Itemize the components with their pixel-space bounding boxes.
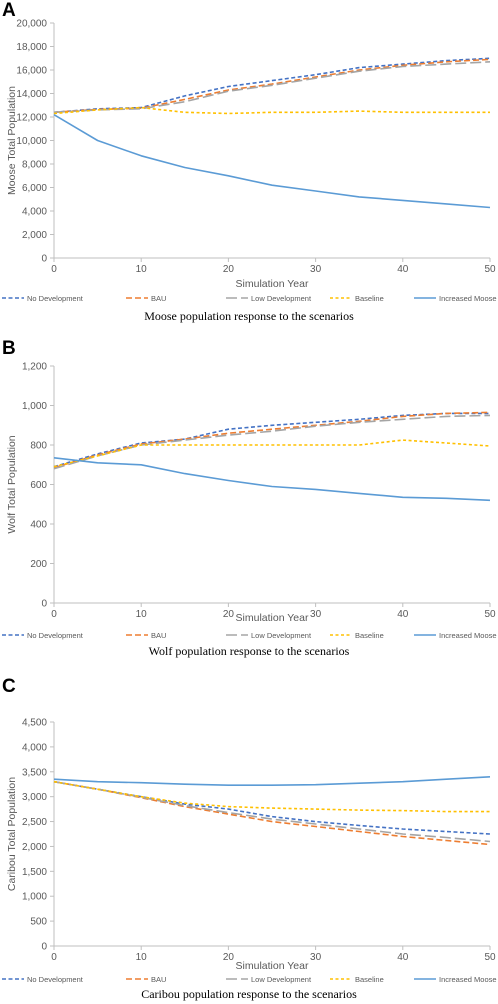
series-line-baseline (53, 780, 490, 813)
legend-label-bau: BAU (151, 294, 166, 303)
panel-letter: A (2, 0, 16, 21)
moose-panel: A 0 2,000 4,000 6,000 8,000 10,000 12,000 14,00… (0, 0, 498, 336)
x-tick-label: 10 (136, 264, 148, 275)
legend-label-increased-moose-harvest: Increased Moose Harvest (439, 631, 498, 640)
x-tick-label: 0 (51, 264, 57, 275)
x-axis-title: Simulation Year (236, 960, 309, 972)
x-tick-label: 10 (136, 609, 148, 620)
x-tick-label: 0 (51, 952, 57, 963)
x-tick-label: 20 (223, 609, 235, 620)
y-axis-title: Moose Total Population (6, 86, 18, 195)
y-tick-label: 14,000 (16, 89, 47, 100)
x-tick-label: 0 (51, 609, 57, 620)
y-tick-label: 1,200 (22, 362, 47, 373)
y-tick-label: 20,000 (16, 19, 47, 30)
y-tick-label: 18,000 (16, 42, 47, 53)
chart-caption: Wolf population response to the scenario… (148, 644, 350, 658)
y-tick-label: 2,000 (22, 230, 47, 241)
series-line-low-development (53, 61, 491, 114)
x-tick-label: 30 (310, 609, 322, 620)
y-tick-label: 2,500 (22, 817, 47, 828)
y-tick-label: 500 (30, 917, 47, 928)
y-tick-label: 1,000 (22, 401, 47, 412)
y-tick-label: 600 (30, 480, 47, 491)
y-tick-label: 1,000 (22, 892, 47, 903)
series-line-increased-moose-harvest (53, 457, 491, 502)
series-line-low-development (53, 414, 491, 470)
series-line-increased-moose-harvest (53, 114, 491, 209)
x-tick-label: 10 (136, 952, 148, 963)
panel-letter: B (2, 338, 16, 359)
legend-label-baseline: Baseline (355, 631, 384, 640)
wolf-chart: 0 200 400 600 800 1,000 1,200 0 10 20 30 40 50 Simula… (2, 362, 498, 640)
y-tick-label: 4,000 (22, 207, 47, 218)
x-tick-label: 50 (484, 264, 496, 275)
caribou-chart: 05001,0001,5002,0002,5003,0003,5004,0004… (2, 718, 498, 984)
caribou-panel: C 0 500 1,000 1,500 2,000 2,500 3,000 3,500 4,00… (0, 676, 498, 1004)
y-tick-label: 0 (41, 254, 47, 265)
legend-label-no-development: No Development (27, 631, 84, 640)
legend-label-low-development: Low Development (251, 294, 312, 303)
x-tick-label: 40 (397, 952, 409, 963)
legend-label-no-development: No Development (27, 294, 84, 303)
panel-letter: C (2, 676, 16, 697)
x-tick-label: 30 (310, 952, 322, 963)
x-tick-label: 30 (310, 264, 322, 275)
x-tick-label: 20 (223, 264, 235, 275)
y-tick-label: 2,000 (22, 842, 47, 853)
y-tick-label: 10,000 (16, 136, 47, 147)
y-tick-label: 200 (30, 559, 47, 570)
x-tick-label: 50 (484, 609, 496, 620)
y-axis-title: Wolf Total Population (6, 435, 18, 533)
x-tick-label: 40 (397, 264, 409, 275)
wolf-panel: B 0 200 400 600 800 1,000 1,200 0 10 20 30 40 50 Simu… (0, 338, 498, 674)
series-line-no-development (53, 780, 491, 835)
series-line-increased-moose-harvest (53, 776, 491, 786)
y-tick-label: 12,000 (16, 113, 47, 124)
series-line-bau (53, 780, 491, 846)
series-line-low-development (53, 780, 491, 843)
y-tick-label: 3,000 (22, 792, 47, 803)
legend-label-baseline: Baseline (355, 294, 384, 303)
x-tick-label: 40 (397, 609, 409, 620)
y-tick-label: 8,000 (22, 160, 47, 171)
y-tick-label: 800 (30, 441, 47, 452)
y-tick-label: 3,500 (22, 767, 47, 778)
x-tick-label: 20 (223, 952, 235, 963)
legend-label-low-development: Low Development (251, 631, 312, 640)
x-axis-title: Simulation Year (236, 278, 309, 290)
series-line-baseline (53, 439, 491, 468)
y-tick-label: 400 (30, 520, 47, 531)
chart-caption: Moose population response to the scenari… (144, 309, 354, 323)
legend-label-bau: BAU (151, 631, 166, 640)
series-line-bau (53, 411, 491, 469)
y-tick-label: 4,000 (22, 742, 47, 753)
legend-label-increased-moose-harvest: Increased Moose Harvest (439, 975, 498, 984)
y-tick-label: 16,000 (16, 66, 47, 77)
y-tick-label: 6,000 (22, 183, 47, 194)
series-line-baseline (53, 106, 490, 115)
legend-label-low-development: Low Development (251, 975, 312, 984)
y-tick-label: 0 (41, 942, 47, 953)
legend-label-baseline: Baseline (355, 975, 384, 984)
y-tick-label: 1,500 (22, 867, 47, 878)
legend-label-increased-moose-harvest: Increased Moose Harvest (439, 294, 498, 303)
y-tick-label: 0 (41, 599, 47, 610)
legend-label-bau: BAU (151, 975, 166, 984)
series-line-no-development (53, 412, 490, 468)
y-axis-title: Caribou Total Population (6, 777, 18, 891)
x-tick-label: 50 (484, 952, 496, 963)
chart-caption: Caribou population response to the scena… (141, 987, 357, 1001)
moose-chart: 0 2,000 4,000 6,000 8,000 10,000 12,000 14,000 1… (2, 19, 498, 303)
y-tick-label: 4,500 (22, 718, 47, 729)
legend-label-no-development: No Development (27, 975, 84, 984)
x-axis-title: Simulation Year (236, 612, 309, 624)
